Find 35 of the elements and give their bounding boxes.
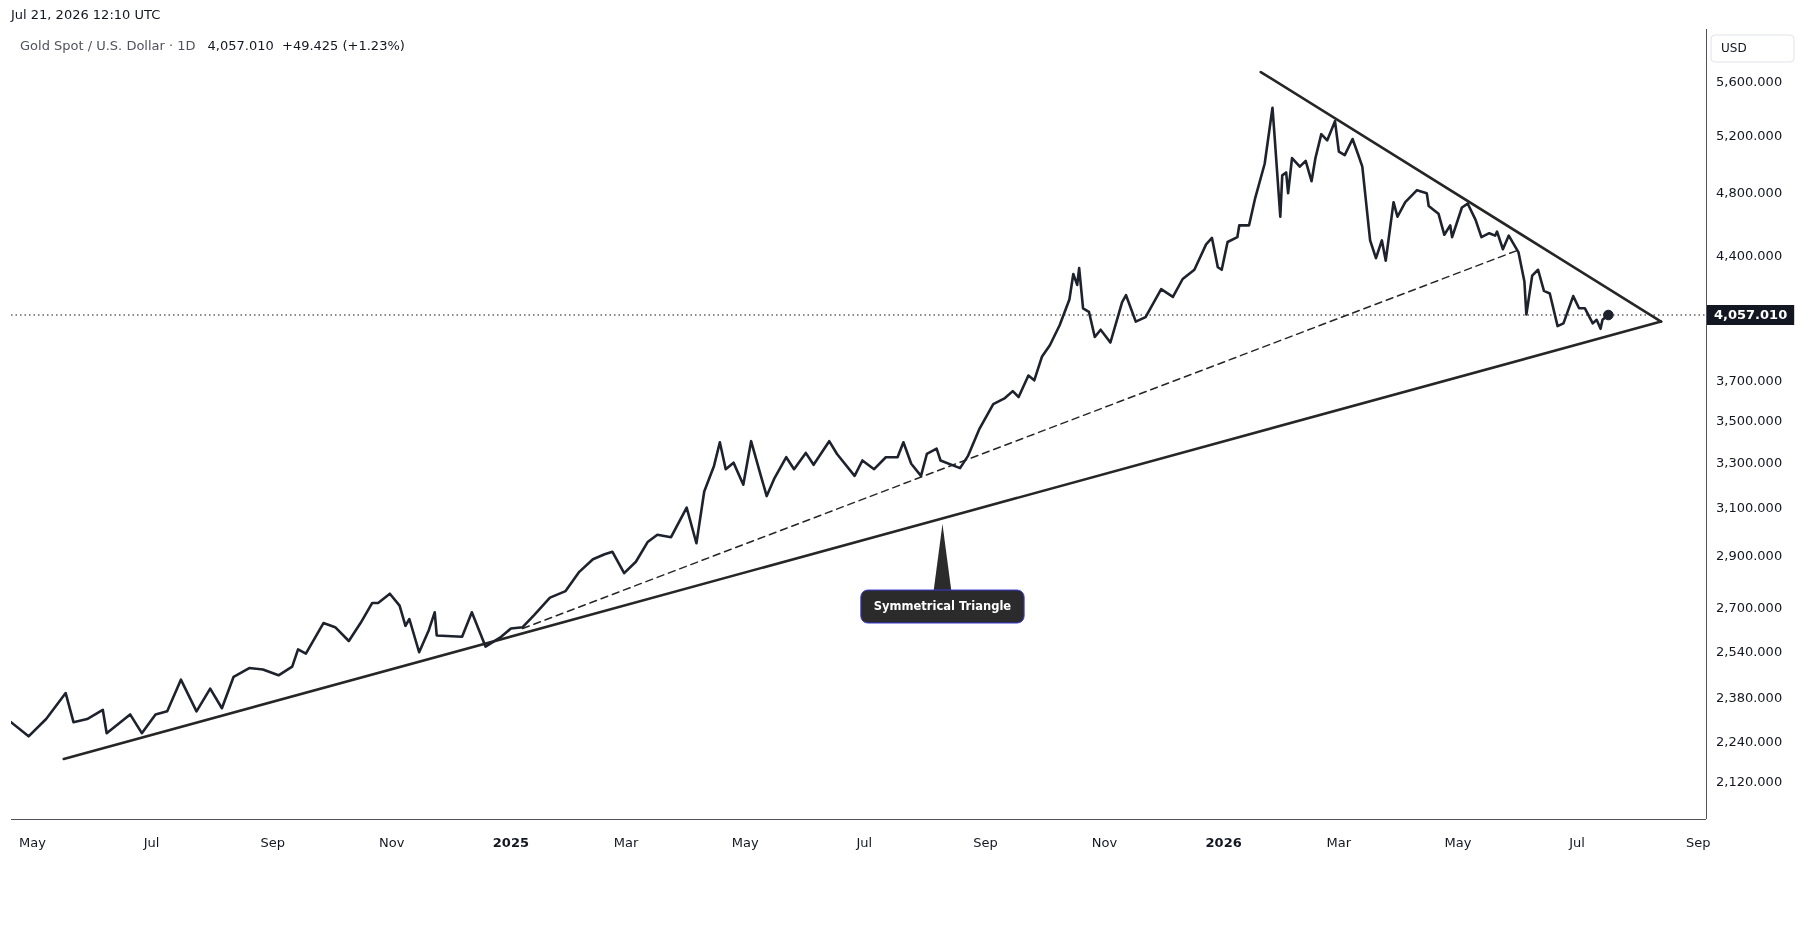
y-tick-label: 2,240.000: [1716, 734, 1783, 750]
y-tick-label: 5,600.000: [1716, 74, 1783, 90]
y-tick-label: 5,200.000: [1716, 127, 1783, 143]
x-tick-label: Jul: [142, 835, 160, 851]
ref-line-label: 4,057.010: [1714, 306, 1788, 322]
y-tick-label: 3,100.000: [1716, 500, 1783, 516]
x-tick-label: 2025: [492, 835, 529, 851]
x-tick-label: May: [1444, 835, 1472, 851]
x-tick-label: Sep: [1685, 835, 1711, 851]
x-tick-label: Nov: [1091, 835, 1118, 851]
y-tick-label: 2,700.000: [1716, 599, 1783, 615]
y-tick-label: 3,300.000: [1716, 455, 1783, 471]
text: Gold Spot / U.S. Dollar · 1D: [20, 38, 196, 54]
y-tick-label: 3,500.000: [1716, 412, 1783, 428]
y-tick-label: 2,540.000: [1716, 643, 1783, 659]
y-tick-label: 2,900.000: [1716, 548, 1783, 564]
y-tick-label: 3,700.000: [1716, 372, 1783, 388]
x-tick-label: May: [19, 835, 47, 851]
x-tick-label: Sep: [260, 835, 285, 851]
text: Jul 21, 2026 12:10 UTC: [10, 7, 161, 23]
y-axis-title: USD: [1721, 40, 1747, 55]
x-tick-label: Jul: [1568, 835, 1585, 851]
x-tick-label: Sep: [973, 835, 998, 851]
x-tick-label: May: [731, 835, 759, 851]
text: 4,057.010 +49.425 (+1.23%): [207, 38, 405, 54]
y-tick-label: 4,800.000: [1716, 185, 1783, 201]
y-tick-label: 2,380.000: [1716, 690, 1783, 706]
x-tick-label: Mar: [1326, 835, 1352, 851]
x-tick-label: Jul: [855, 835, 873, 851]
x-tick-label: Nov: [379, 835, 405, 851]
annotation: Symmetrical Triangle: [873, 599, 1012, 614]
y-tick-label: 4,400.000: [1716, 247, 1783, 263]
x-tick-label: Mar: [613, 835, 640, 851]
y-tick-label: 2,120.000: [1716, 773, 1783, 789]
x-tick-label: 2026: [1205, 835, 1242, 851]
